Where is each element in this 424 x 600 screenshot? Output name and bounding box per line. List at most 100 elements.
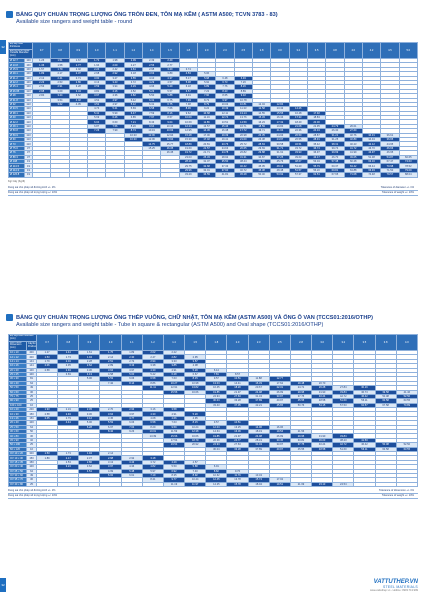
thickness-header: 1.1 [120, 334, 143, 351]
header-row: Độ dày Wall thickness 0.7 0.8 0.9 1.0 1.1 1.2 1… [8, 42, 419, 59]
header-row: Kích thước Dimension (mm)Cây/bó Pcs/bund… [8, 340, 418, 352]
tolerance-weight-vn: Dung sai cho phép về trọng lượng +/- 10% [8, 494, 58, 497]
size-cell: OV 40 x 80 [8, 481, 27, 488]
weight-cell: 71.08 [343, 172, 363, 178]
thickness-header: 1.8 [205, 334, 228, 351]
thickness-header: 1.0 [86, 42, 107, 59]
empty-cell [141, 172, 162, 178]
table-row: Ø 31.8 113 3.54 4.02 4.52 4.97 5.42 6.31 6.75 7.9… [8, 97, 419, 103]
weight-cell: 24.54 [332, 481, 355, 488]
tolerance-dimension-en: Tolerance of dimension +/- 1% [379, 489, 414, 492]
empty-cell [120, 481, 143, 488]
table-row: OV 15 x 35 150 2.53 2.86 3.13 3.43 3.72 4.29 4.5… [8, 459, 419, 466]
weight-cell: 41.81 [215, 172, 235, 178]
empty-cell [86, 172, 107, 178]
weight-cell: 62.51 [306, 172, 327, 178]
table-row: Ø 59.9 113 10.33 12.06 12.94 15.28 17.00 19.39 2… [8, 132, 419, 139]
empty-cell [160, 172, 180, 178]
thickness-header: 1.2 [141, 334, 164, 351]
thickness-header: 2.3 [215, 42, 235, 59]
empty-cell [105, 172, 125, 178]
thickness-header: 1.5 [160, 42, 180, 59]
table-row: Ø 48.1 113 6.87 7.56 8.26 9.64 10.34 12.24 13.57… [8, 123, 419, 130]
empty-cell [99, 481, 122, 488]
square-rect-oval-weight-table: Độ dày/Wall thickness (mm) 0.7 0.8 0.9 1.0 1.… [7, 334, 419, 488]
table-row: 20 x 40 100 4.44 5.00 5.53 6.06 6.58 7.63 8.15 9.… [8, 420, 419, 426]
dimension-label: Đường kính ngoài Outside Diameter (mm) [8, 48, 33, 60]
weight-cell: 23.13 [311, 481, 334, 488]
tolerance-weight-en: Tolerance of weight +/- 10% [381, 191, 414, 194]
unit-note: Kg/ Cây (Kg/6) [8, 180, 26, 183]
table2-title: BẢNG QUY CHUẨN TRỌNG LƯỢNG ỐNG THÉP VUÔN… [16, 314, 373, 321]
thickness-header: 2.8 [289, 334, 313, 351]
tolerance-weight-en: Tolerance of weight +/- 10% [381, 494, 414, 497]
weight-cell: 57.37 [288, 172, 308, 178]
thickness-header: 2.8 [251, 42, 272, 59]
tolerance-row: Dung sai cho phép về đường kính +/- 1% To… [8, 489, 418, 494]
table-row: Ø 40 113 5.69 6.26 6.85 7.97 8.57 10.09 11.19 12.… [8, 115, 419, 121]
table-row: 25 x 50 64 6.28 6.97 7.63 8.29 9.59 10.24 12.04 1… [8, 424, 419, 431]
thickness-header: 2.5 [268, 334, 291, 351]
empty-cell [395, 481, 419, 488]
round-weight-table: Độ dày Wall thickness 0.7 0.8 0.9 1.0 1.1 1.2 1… [8, 42, 419, 178]
thickness-header: 0.8 [57, 334, 80, 351]
tolerance-row: Dung sai cho phép về đường kính +/- 1% To… [8, 186, 418, 191]
thickness-header: 2.0 [196, 42, 217, 59]
header-row: Độ dày/Wall thickness (mm) 0.7 0.8 0.9 1.0 1.… [7, 334, 419, 351]
table2-subtitle: Available size rangers and weight table … [16, 321, 324, 328]
thickness-header: 5.0 [398, 42, 419, 59]
thickness-header: 4.0 [395, 334, 419, 351]
weight-cell: 19.51 [268, 481, 291, 488]
thickness-header: 0.7 [31, 42, 52, 59]
thickness-header: 3.0 [270, 42, 290, 59]
empty-cell [36, 481, 59, 488]
thickness-header: 2.0 [226, 334, 249, 351]
empty-cell [374, 481, 397, 488]
weight-cell: 88.04 [398, 172, 419, 178]
weight-cell: 53.92 [270, 172, 290, 178]
empty-cell [78, 481, 101, 488]
thickness-header: 1.4 [141, 42, 162, 59]
table-row: 50 x 50 49 11.11 12.91 13.82 16.45 18.20 20.67 2… [8, 385, 419, 391]
empty-cell [68, 172, 88, 178]
pcs-cell: 25 [25, 481, 38, 488]
logo-name: VATTUTHEP.VN [373, 579, 418, 585]
thickness-header: 4.0 [343, 42, 363, 59]
table-row: 14 x 14 144 1.79 2.04 2.28 2.51 2.72 2.94 3.33 3.… [8, 358, 419, 365]
thickness-header: 3.5 [306, 42, 327, 59]
weight-cell: 50.46 [251, 172, 272, 178]
thickness-header: 0.9 [78, 334, 101, 351]
empty-cell [141, 481, 164, 488]
table-row: 16 x 16 144 2.06 2.35 2.62 2.89 3.13 3.38 3.85 4.… [8, 363, 419, 369]
table-row: 30 x 30 81 5.00 5.53 6.06 6.58 7.63 8.15 9.57 10.… [8, 376, 419, 382]
tolerance-dimension-vn: Dung sai cho phép về đường kính +/- 1% [8, 489, 56, 492]
table-row: Ø 38.1 113 5.41 5.99 6.47 7.59 8.16 9.62 10.68 12… [8, 110, 419, 117]
empty-cell [353, 481, 376, 488]
table1-heading: BẢNG QUY CHUẨN TRỌNG LƯỢNG ỐNG TRÒN ĐEN,… [6, 11, 418, 26]
thickness-header: 2.3 [247, 334, 270, 351]
table-row: 30 x 60 50 8.42 9.23 10.01 11.59 12.38 14.64 16.… [8, 428, 419, 435]
page-side-tab-bottom: 32 [0, 578, 6, 592]
table2-heading: BẢNG QUY CHUẨN TRỌNG LƯỢNG ỐNG THÉP VUÔN… [6, 314, 418, 329]
thickness-header: 1.4 [162, 334, 186, 351]
square-bullet-icon [6, 314, 13, 321]
tolerance-row: Dung sai cho phép về trọng lượng +/- 10%… [8, 191, 418, 196]
size-cell: Ø 126.8 [8, 172, 25, 178]
table1-tolerance-footer: Dung sai cho phép về đường kính +/- 1% To… [8, 186, 418, 196]
table-row: Ø 75.6 37 15.25 16.35 19.60 21.57 24.63 26.65 29… [8, 145, 419, 152]
tolerance-weight-vn: Dung sai cho phép về trọng lượng +/- 10% [8, 191, 58, 194]
thickness-header: 3.8 [325, 42, 345, 59]
thickness-header: 1.8 [178, 42, 198, 59]
weight-cell: 45.28 [233, 172, 253, 178]
empty-cell [123, 172, 143, 178]
thickness-header: 4.2 [361, 42, 382, 59]
square-bullet-icon [6, 11, 13, 18]
thickness-header: 1.1 [105, 42, 125, 59]
weight-cell: 11.97 [184, 481, 207, 488]
table-row: Ø 126.8 19 33.29 36.59 41.81 45.28 50.46 53.92 5… [8, 172, 419, 178]
weight-cell: 18.04 [247, 481, 270, 488]
company-logo: VATTUTHEP.VN STEEL MATERIALS www.vattuth… [370, 579, 418, 592]
table-row: 45 x 90 32 17.54 18.79 22.39 24.77 28.19 30.45 3… [8, 437, 419, 444]
weight-cell: 14.25 [205, 481, 228, 488]
table2-tolerance-footer: Dung sai cho phép về đường kính +/- 1% To… [8, 489, 418, 499]
